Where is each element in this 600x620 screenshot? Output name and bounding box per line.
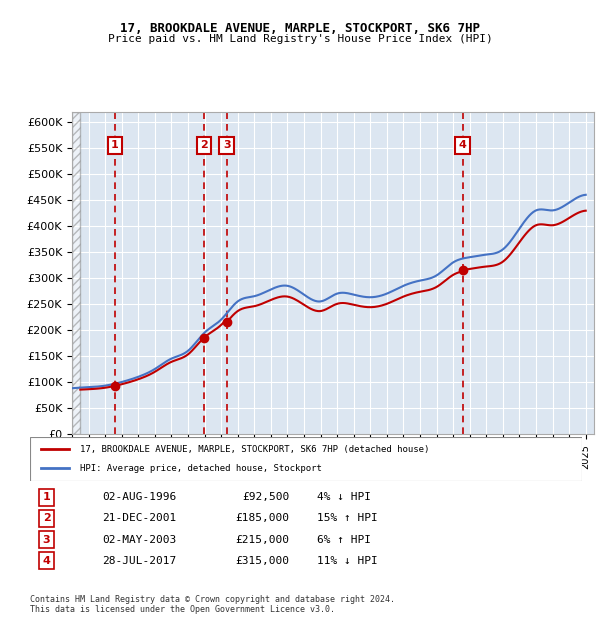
- Text: 15% ↑ HPI: 15% ↑ HPI: [317, 513, 378, 523]
- Text: This data is licensed under the Open Government Licence v3.0.: This data is licensed under the Open Gov…: [30, 604, 335, 614]
- Text: 4: 4: [458, 140, 467, 151]
- Text: 17, BROOKDALE AVENUE, MARPLE, STOCKPORT, SK6 7HP (detached house): 17, BROOKDALE AVENUE, MARPLE, STOCKPORT,…: [80, 445, 429, 454]
- Text: 1: 1: [111, 140, 119, 151]
- FancyBboxPatch shape: [30, 437, 582, 480]
- Text: 28-JUL-2017: 28-JUL-2017: [102, 556, 176, 565]
- Text: £215,000: £215,000: [235, 534, 289, 544]
- Text: HPI: Average price, detached house, Stockport: HPI: Average price, detached house, Stoc…: [80, 464, 322, 473]
- Text: 1: 1: [43, 492, 50, 502]
- Text: 6% ↑ HPI: 6% ↑ HPI: [317, 534, 371, 544]
- Text: Price paid vs. HM Land Registry's House Price Index (HPI): Price paid vs. HM Land Registry's House …: [107, 34, 493, 44]
- Text: 02-MAY-2003: 02-MAY-2003: [102, 534, 176, 544]
- Text: 17, BROOKDALE AVENUE, MARPLE, STOCKPORT, SK6 7HP: 17, BROOKDALE AVENUE, MARPLE, STOCKPORT,…: [120, 22, 480, 35]
- Text: £185,000: £185,000: [235, 513, 289, 523]
- Text: 3: 3: [223, 140, 230, 151]
- Text: 2: 2: [200, 140, 208, 151]
- Text: 4: 4: [43, 556, 50, 565]
- Bar: [72, 112, 80, 434]
- Text: 3: 3: [43, 534, 50, 544]
- Text: 11% ↓ HPI: 11% ↓ HPI: [317, 556, 378, 565]
- Text: £315,000: £315,000: [235, 556, 289, 565]
- Bar: [72, 112, 80, 434]
- Text: Contains HM Land Registry data © Crown copyright and database right 2024.: Contains HM Land Registry data © Crown c…: [30, 595, 395, 604]
- Text: 02-AUG-1996: 02-AUG-1996: [102, 492, 176, 502]
- Text: 2: 2: [43, 513, 50, 523]
- Text: 4% ↓ HPI: 4% ↓ HPI: [317, 492, 371, 502]
- Text: 21-DEC-2001: 21-DEC-2001: [102, 513, 176, 523]
- Text: £92,500: £92,500: [242, 492, 289, 502]
